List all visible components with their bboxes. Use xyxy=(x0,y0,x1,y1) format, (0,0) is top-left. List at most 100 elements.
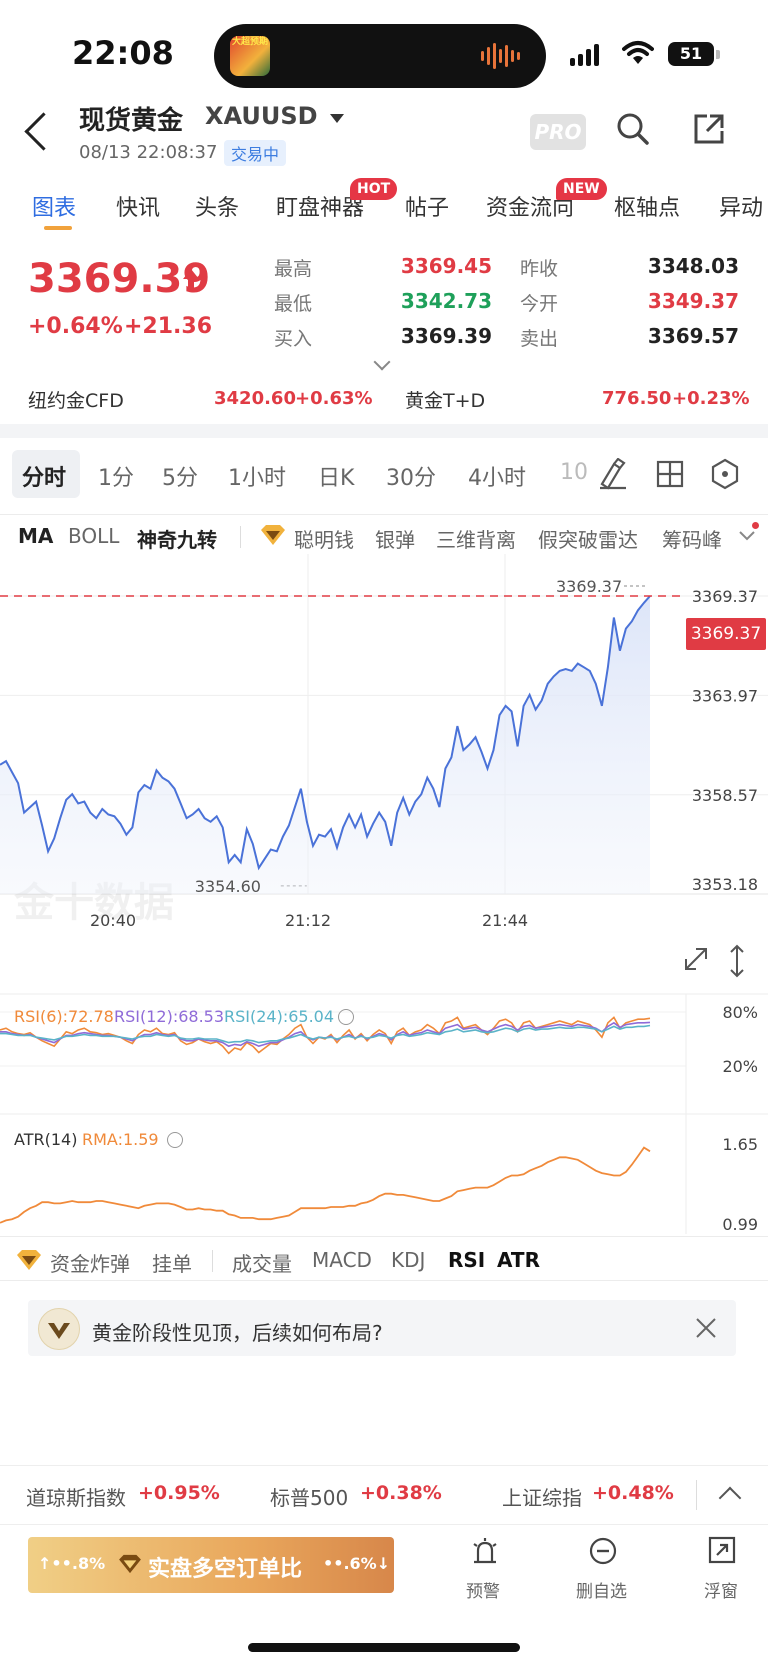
remove-watchlist-icon[interactable] xyxy=(588,1536,618,1566)
period-intraday[interactable]: 分时 xyxy=(22,466,67,491)
indicator-macd[interactable]: MACD xyxy=(312,1248,372,1272)
related-value: 776.50 xyxy=(602,388,672,409)
max-price-label: 3369.37 xyxy=(556,577,622,596)
tab-monitor[interactable]: 盯盘神器 xyxy=(276,196,365,221)
rsi6-label: RSI(6):72.78 xyxy=(14,1007,114,1026)
low-value: 3342.73 xyxy=(400,289,492,313)
atr-series-line xyxy=(0,1146,651,1224)
back-icon[interactable] xyxy=(24,112,63,151)
price-area xyxy=(0,596,650,894)
rsi24-label: RSI(24):65.04 xyxy=(224,1007,335,1026)
pro-button[interactable]: PRO xyxy=(530,114,586,150)
x-axis-label: 21:12 xyxy=(285,911,331,930)
indicator-chip-peak[interactable]: 筹码峰 xyxy=(662,528,722,552)
float-window-label[interactable]: 浮窗 xyxy=(704,1582,738,1602)
divider xyxy=(0,1236,768,1237)
indicator-rsi[interactable]: RSI xyxy=(448,1248,486,1272)
related-pct: +0.63% xyxy=(295,388,373,409)
atr-axis-label: 1.65 xyxy=(722,1135,758,1154)
tab-indicator xyxy=(44,226,72,230)
open-value: 3349.37 xyxy=(647,289,739,313)
caret-down-icon[interactable] xyxy=(330,114,344,123)
y-axis-label: 3358.57 xyxy=(692,786,758,805)
atr-settings-icon[interactable] xyxy=(167,1132,183,1148)
share-icon[interactable] xyxy=(692,112,726,146)
period-30m[interactable]: 30分 xyxy=(386,466,436,491)
chevron-down-icon[interactable] xyxy=(738,530,756,542)
section-divider xyxy=(0,424,768,438)
grid-layout-icon[interactable] xyxy=(656,460,684,488)
indicator-atr[interactable]: ATR xyxy=(497,1248,540,1272)
long-short-ratio-button[interactable] xyxy=(28,1537,394,1593)
period-4h[interactable]: 4小时 xyxy=(468,466,526,491)
symbol-selector[interactable]: XAUUSD xyxy=(205,102,318,130)
draw-tool-icon[interactable] xyxy=(598,458,628,490)
indicator-divergence[interactable]: 三维背离 xyxy=(436,528,516,552)
alarm-icon[interactable] xyxy=(470,1536,500,1566)
remove-watchlist-label[interactable]: 删自选 xyxy=(576,1582,627,1602)
search-icon[interactable] xyxy=(616,112,650,146)
indicator-false-breakout[interactable]: 假突破雷达 xyxy=(538,528,638,552)
expand-chevron-icon[interactable] xyxy=(373,353,391,371)
up-arrow-icon xyxy=(183,269,199,291)
divider xyxy=(696,1480,697,1510)
vertical-resize-icon[interactable] xyxy=(730,944,744,978)
close-icon[interactable] xyxy=(694,1316,718,1340)
tab-posts[interactable]: 帖子 xyxy=(405,196,450,221)
period-more[interactable]: 10 xyxy=(560,460,588,485)
last-price-tag: 3369.37 xyxy=(686,618,766,650)
ask-label: 卖出 xyxy=(520,328,559,350)
x-axis-label: 20:40 xyxy=(90,911,136,930)
indicator-smart-money[interactable]: 聪明钱 xyxy=(294,528,354,552)
period-5m[interactable]: 5分 xyxy=(162,466,198,491)
vip-diamond-icon xyxy=(17,1250,41,1270)
banner-text: 黄金阶段性见顶，后续如何布局? xyxy=(92,1321,383,1345)
status-time: 22:08 xyxy=(72,34,174,72)
y-axis-label: 3353.18 xyxy=(692,875,758,894)
period-daily[interactable]: 日K xyxy=(318,466,355,491)
indicator-volume[interactable]: 成交量 xyxy=(232,1252,292,1276)
dynamic-island[interactable]: 大超预期 xyxy=(214,24,546,88)
indicator-silver-bullet[interactable]: 银弹 xyxy=(375,528,415,552)
indicator-kdj[interactable]: KDJ xyxy=(391,1248,426,1272)
indicator-orders[interactable]: 挂单 xyxy=(152,1252,192,1276)
indicator-boll[interactable]: BOLL xyxy=(68,524,120,548)
settings-hex-icon[interactable] xyxy=(710,458,740,490)
related-name[interactable]: 黄金T+D xyxy=(405,390,486,412)
ticker-pct: +0.38% xyxy=(360,1482,442,1504)
tab-fund-flow[interactable]: 资金流向 xyxy=(486,196,575,221)
divider xyxy=(0,1280,768,1281)
indicator-ma[interactable]: MA xyxy=(18,524,54,548)
price-line xyxy=(0,595,651,871)
tab-pivot[interactable]: 枢轴点 xyxy=(614,196,681,221)
rsi-series-line xyxy=(0,1016,651,1055)
period-1h[interactable]: 1小时 xyxy=(228,466,286,491)
related-value: 3420.60 xyxy=(214,388,296,409)
long-ratio: ↑••.8% xyxy=(38,1554,106,1573)
indicator-nine-turn[interactable]: 神奇九转 xyxy=(137,528,217,552)
bid-value: 3369.39 xyxy=(400,324,492,348)
ticker-name[interactable]: 标普500 xyxy=(270,1486,349,1510)
short-ratio: ••.6%↓ xyxy=(323,1554,391,1573)
last-price: 3369.39 xyxy=(28,256,211,302)
ticker-name[interactable]: 道琼斯指数 xyxy=(26,1486,126,1510)
tab-movement[interactable]: 异动 xyxy=(719,196,764,221)
page-title: 现货黄金 xyxy=(79,106,184,136)
alert-label[interactable]: 预警 xyxy=(466,1582,500,1602)
tab-flash[interactable]: 快讯 xyxy=(116,196,161,221)
prev-close-value: 3348.03 xyxy=(647,254,739,278)
tab-chart[interactable]: 图表 xyxy=(32,196,77,221)
period-1m[interactable]: 1分 xyxy=(98,466,134,491)
vip-diamond-icon xyxy=(119,1554,141,1574)
ticker-name[interactable]: 上证综指 xyxy=(502,1486,582,1510)
fullscreen-icon[interactable] xyxy=(685,948,707,970)
related-name[interactable]: 纽约金CFD xyxy=(28,390,124,412)
low-label: 最低 xyxy=(274,293,313,315)
promo-banner[interactable] xyxy=(28,1300,736,1356)
indicator-fund-bomb[interactable]: 资金炸弹 xyxy=(50,1252,130,1276)
rsi-settings-icon[interactable] xyxy=(338,1009,354,1025)
home-indicator[interactable] xyxy=(248,1643,520,1652)
tab-headlines[interactable]: 头条 xyxy=(195,196,240,221)
float-window-icon[interactable] xyxy=(708,1536,736,1564)
